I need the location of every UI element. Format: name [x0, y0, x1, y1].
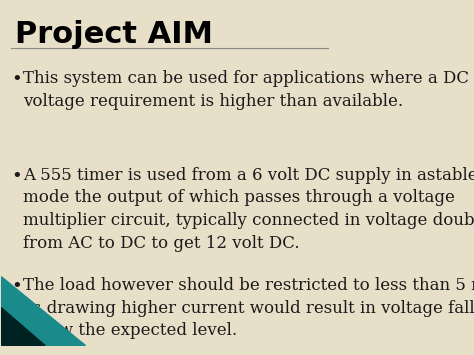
Text: A 555 timer is used from a 6 volt DC supply in astable
mode the output of which : A 555 timer is used from a 6 volt DC sup… — [23, 166, 474, 252]
Text: •: • — [11, 166, 22, 185]
Polygon shape — [1, 308, 45, 345]
Polygon shape — [1, 277, 85, 345]
Text: •: • — [11, 70, 22, 88]
Text: This system can be used for applications where a DC
voltage requirement is highe: This system can be used for applications… — [23, 70, 469, 110]
Text: The load however should be restricted to less than 5 mA
as drawing higher curren: The load however should be restricted to… — [23, 277, 474, 339]
Text: Project AIM: Project AIM — [15, 20, 213, 49]
Text: •: • — [11, 277, 22, 295]
